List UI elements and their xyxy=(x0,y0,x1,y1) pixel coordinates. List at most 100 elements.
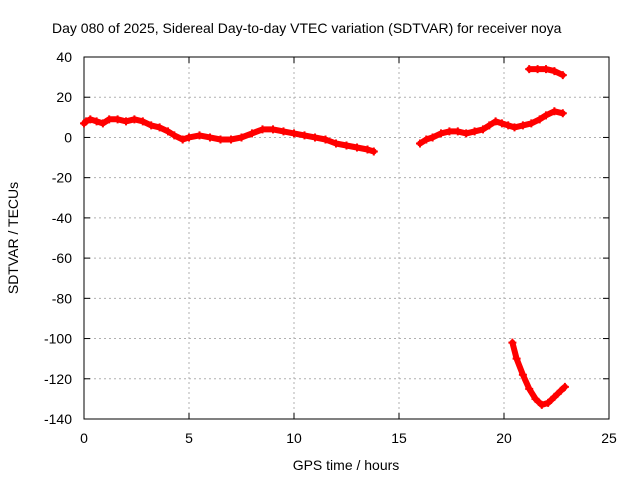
data-point xyxy=(363,145,372,154)
data-point xyxy=(164,127,172,136)
data-point xyxy=(206,133,214,142)
y-tick-label: -140 xyxy=(44,411,72,427)
data-point xyxy=(122,117,130,126)
data-point xyxy=(300,131,309,140)
data-point xyxy=(147,121,156,130)
x-tick-label: 20 xyxy=(496,430,512,446)
data-point xyxy=(550,67,559,76)
data-point xyxy=(422,135,431,144)
data-point xyxy=(216,135,225,144)
y-tick-label: -20 xyxy=(52,170,72,186)
data-point xyxy=(445,127,454,136)
y-tick-label: 20 xyxy=(56,89,72,105)
data-point xyxy=(544,398,553,407)
data-point xyxy=(269,125,277,134)
data-point xyxy=(453,127,462,136)
data-point xyxy=(170,131,179,140)
data-point xyxy=(92,117,101,126)
data-point xyxy=(369,147,378,156)
y-tick-label: -100 xyxy=(44,331,72,347)
data-point xyxy=(504,121,513,130)
data-point xyxy=(558,109,567,118)
series-line xyxy=(81,116,377,155)
data-point xyxy=(550,107,559,116)
data-point xyxy=(342,141,351,150)
data-point xyxy=(485,121,494,130)
axis-ticks xyxy=(83,56,610,420)
data-point xyxy=(195,131,204,140)
y-tick-label: -80 xyxy=(52,290,72,306)
y-tick-label: -60 xyxy=(52,250,72,266)
y-tick-label: -40 xyxy=(52,210,72,226)
series-segment-3 xyxy=(508,338,569,409)
data-point xyxy=(470,127,479,136)
data-point xyxy=(527,119,536,128)
data-point xyxy=(556,386,565,395)
y-tick-label: 0 xyxy=(64,129,72,145)
data-point xyxy=(525,65,534,74)
data-point xyxy=(353,143,361,152)
data-point xyxy=(560,382,569,391)
x-tick-label: 25 xyxy=(601,430,617,446)
y-tick-labels: 40 20 0 -20 -40 -60 -80 -100 -120 -140 xyxy=(44,49,72,427)
y-tick-label: -120 xyxy=(44,371,72,387)
x-tick-label: 5 xyxy=(185,430,193,446)
data-point xyxy=(428,133,437,142)
plot-frame xyxy=(83,56,610,420)
data-point xyxy=(332,139,340,148)
series-line xyxy=(417,108,566,147)
data-point xyxy=(510,123,519,132)
y-tick-label: 40 xyxy=(56,49,72,65)
chart-title: Day 080 of 2025, Sidereal Day-to-day VTE… xyxy=(52,20,562,36)
x-tick-labels: 0 5 10 15 20 25 xyxy=(80,430,617,446)
data-point xyxy=(237,133,246,142)
grid-lines xyxy=(84,57,609,419)
data-point xyxy=(542,65,550,74)
data-point xyxy=(86,115,95,124)
data-point xyxy=(437,129,445,138)
data-point xyxy=(130,115,139,124)
data-point xyxy=(138,117,147,126)
series-segment-1 xyxy=(80,115,378,156)
data-point xyxy=(558,71,567,80)
data-point xyxy=(290,129,298,138)
data-point xyxy=(258,125,267,134)
data-point xyxy=(531,394,540,403)
data-point xyxy=(535,115,544,124)
data-point xyxy=(550,392,559,401)
data-series xyxy=(80,65,569,409)
data-point xyxy=(518,370,527,379)
y-axis-title: SDTVAR / TECUs xyxy=(5,182,21,294)
data-point xyxy=(533,65,542,74)
data-point xyxy=(227,135,235,144)
data-point xyxy=(248,129,256,138)
series-segment-2 xyxy=(416,107,567,148)
data-point xyxy=(497,119,506,128)
data-point xyxy=(491,117,500,126)
data-point xyxy=(105,115,114,124)
data-point xyxy=(462,129,471,138)
data-point xyxy=(479,125,487,134)
data-point xyxy=(542,111,550,120)
data-point xyxy=(311,133,319,142)
data-point xyxy=(279,127,288,136)
data-point xyxy=(113,115,122,124)
data-point xyxy=(525,384,534,393)
data-point xyxy=(98,119,107,128)
data-point xyxy=(416,139,424,148)
data-point xyxy=(185,133,193,142)
data-point xyxy=(512,354,521,363)
data-point xyxy=(155,123,164,132)
data-point xyxy=(518,121,527,130)
data-point xyxy=(82,117,91,126)
x-tick-label: 0 xyxy=(80,430,88,446)
data-point xyxy=(178,135,187,144)
x-axis-title: GPS time / hours xyxy=(293,457,400,473)
x-tick-label: 15 xyxy=(391,430,407,446)
data-point xyxy=(508,338,517,347)
data-point xyxy=(321,135,330,144)
series-segment-4 xyxy=(525,65,567,80)
data-point xyxy=(537,400,546,409)
x-tick-label: 10 xyxy=(286,430,302,446)
